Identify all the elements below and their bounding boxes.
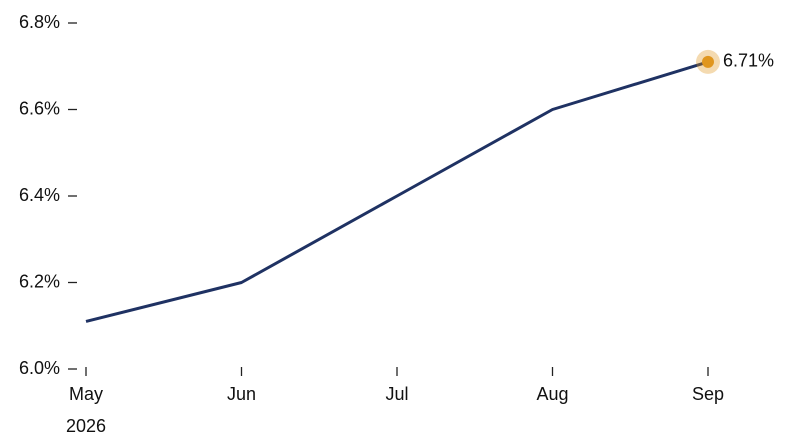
- y-tick-label: 6.0%: [19, 358, 60, 378]
- x-tick-label: Jul: [385, 384, 408, 404]
- value-label: 6.71%: [723, 51, 774, 71]
- y-tick-label: 6.4%: [19, 185, 60, 205]
- y-tick-label: 6.2%: [19, 271, 60, 291]
- line: [85, 60, 709, 323]
- year-label: 2026: [66, 416, 106, 436]
- x-tick-label: Aug: [536, 384, 568, 404]
- x-tick-label: Jun: [227, 384, 256, 404]
- x-tick-label: Sep: [692, 384, 724, 404]
- highlight-point: [702, 55, 714, 68]
- y-tick-label: 6.6%: [19, 98, 60, 118]
- y-tick-label: 6.8%: [19, 12, 60, 32]
- x-tick-label: May: [69, 384, 103, 404]
